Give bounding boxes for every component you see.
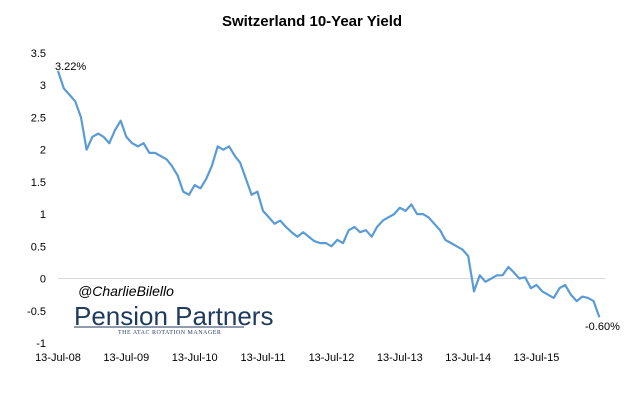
- y-tick-label: 0: [40, 274, 46, 286]
- x-tick-label: 13-Jul-13: [377, 352, 423, 364]
- x-tick-label: 13-Jul-12: [309, 352, 355, 364]
- y-axis-ticks: 3.5 3 2.5 2 1.5 1 0.5 0 -0.5 -1: [27, 48, 46, 350]
- logo-text: Pension Partners: [74, 301, 273, 331]
- end-value-label: -0.60%: [585, 321, 620, 333]
- start-value-label: 3.22%: [55, 61, 86, 73]
- y-tick-label: 2: [40, 145, 46, 157]
- y-tick-label: 3: [40, 80, 46, 92]
- pension-partners-logo: Pension Partners THE ATAC ROTATION MANAG…: [74, 301, 273, 336]
- series-layer: [56, 70, 601, 318]
- y-tick-label: 1: [40, 209, 46, 221]
- x-axis-ticks: 13-Jul-08 13-Jul-09 13-Jul-10 13-Jul-11 13-J…: [35, 352, 559, 364]
- x-tick-label: 13-Jul-10: [172, 352, 218, 364]
- y-tick-label: 1.5: [31, 177, 46, 189]
- y-tick-label: -1: [36, 338, 46, 350]
- x-tick-label: 13-Jul-14: [445, 352, 491, 364]
- y-tick-label: 3.5: [31, 48, 46, 60]
- logo-tagline: THE ATAC ROTATION MANAGER: [118, 330, 221, 336]
- watermark-handle: @CharlieBilello: [78, 283, 174, 299]
- y-tick-label: 2.5: [31, 112, 46, 124]
- yield-series-line: [56, 70, 601, 318]
- x-tick-label: 13-Jul-08: [35, 352, 81, 364]
- y-tick-label: -0.5: [27, 306, 46, 318]
- x-tick-label: 13-Jul-15: [514, 352, 560, 364]
- x-tick-label: 13-Jul-09: [103, 352, 149, 364]
- y-tick-label: 0.5: [31, 241, 46, 253]
- x-tick-label: 13-Jul-11: [240, 352, 285, 364]
- chart-title: Switzerland 10-Year Yield: [222, 13, 402, 30]
